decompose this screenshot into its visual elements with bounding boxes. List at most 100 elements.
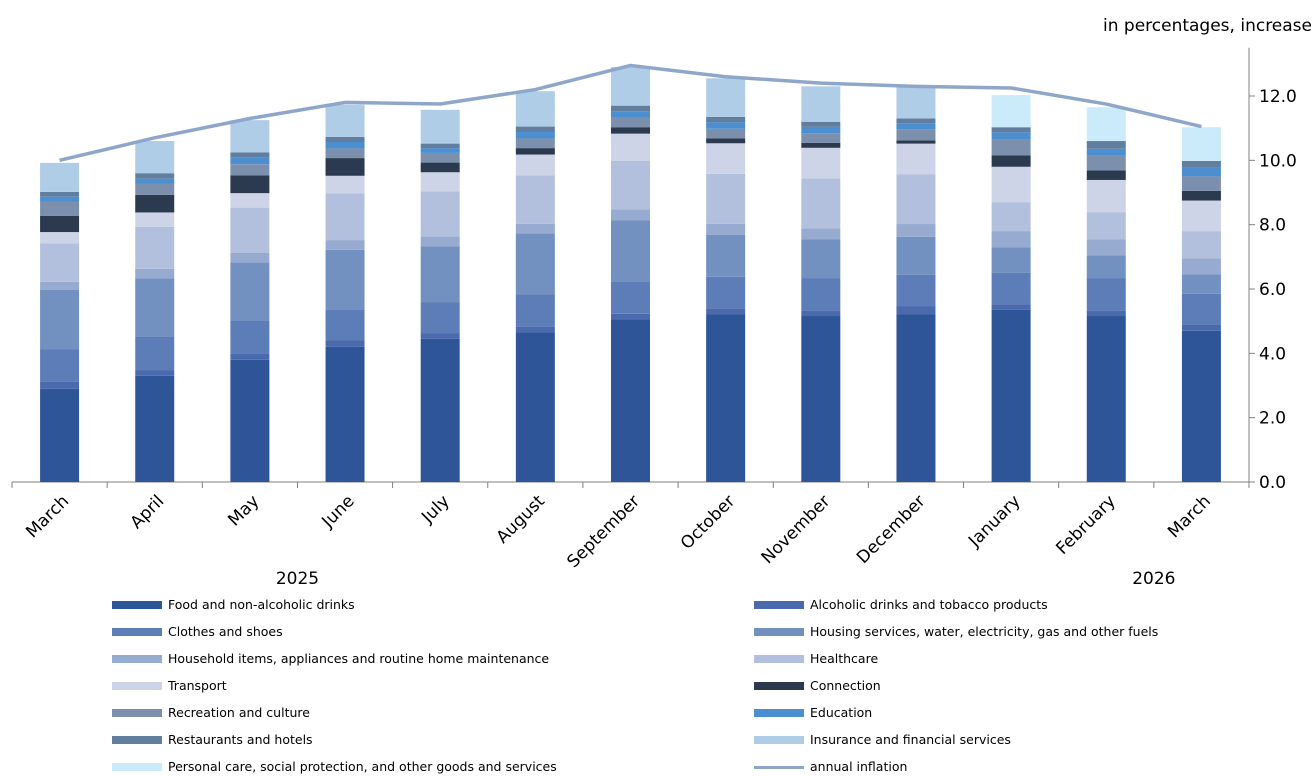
bar-segment xyxy=(896,224,936,237)
bar-segment xyxy=(1181,160,1221,168)
bar-segment xyxy=(801,316,841,482)
bar-segment xyxy=(325,104,365,137)
bar-segment xyxy=(611,117,650,128)
legend-swatch xyxy=(754,655,804,663)
bar-segment xyxy=(706,128,746,139)
bar-segment xyxy=(1181,324,1221,331)
y-tick-label: 10.0 xyxy=(1259,151,1297,171)
bar-segment xyxy=(706,308,746,315)
bar-segment xyxy=(991,166,1031,203)
y-tick-label: 2.0 xyxy=(1259,409,1286,429)
legend-label: Housing services, water, electricity, ga… xyxy=(810,624,1159,639)
bar-segment xyxy=(420,148,460,153)
bar-segment xyxy=(1181,258,1221,275)
bar-segment xyxy=(1181,167,1221,177)
bar-segment xyxy=(420,191,460,237)
bar-segment xyxy=(706,173,746,224)
bar-stack xyxy=(230,120,270,482)
legend-label: Insurance and financial services xyxy=(810,732,1011,747)
bar-segment xyxy=(991,272,1031,305)
bar-segment xyxy=(325,193,365,241)
bar-segment xyxy=(1086,155,1126,171)
bar-segment xyxy=(515,233,555,295)
bar-segment xyxy=(1181,200,1221,232)
bar-segment xyxy=(420,333,460,339)
bar-segment xyxy=(991,202,1031,232)
x-category-label: July xyxy=(417,491,453,527)
bar-segment xyxy=(896,236,936,275)
legend-label: Recreation and culture xyxy=(168,705,310,720)
legend-label: Clothes and shoes xyxy=(168,624,283,639)
x-category-label: November xyxy=(758,491,835,568)
bar-segment xyxy=(515,132,555,139)
legend-swatch xyxy=(754,682,804,690)
legend-label: Transport xyxy=(168,678,227,693)
bar-segment xyxy=(1086,179,1126,213)
bar-segment xyxy=(611,160,650,210)
legend-label: Restaurants and hotels xyxy=(168,732,313,747)
bar-segment xyxy=(706,138,746,144)
bar-segment xyxy=(991,127,1031,133)
bar-segment xyxy=(135,178,175,184)
legend-swatch xyxy=(754,628,804,636)
bar-segment xyxy=(420,172,460,192)
bar-segment xyxy=(325,340,365,347)
bar-segment xyxy=(706,234,746,277)
bar-segment xyxy=(611,319,650,482)
bar-segment xyxy=(230,353,270,360)
bar-segment xyxy=(896,143,936,175)
bar-segment xyxy=(515,223,555,234)
bar-segment xyxy=(325,240,365,250)
bar-segment xyxy=(515,126,555,133)
bar-segment xyxy=(40,232,80,244)
bar-segment xyxy=(991,309,1031,482)
bar-segment xyxy=(420,236,460,247)
bar-segment xyxy=(896,140,936,144)
bar-segment xyxy=(991,95,1031,128)
bar-segment xyxy=(801,133,841,143)
x-category-label: February xyxy=(1052,491,1119,558)
bar-segment xyxy=(230,262,270,321)
bar-segment xyxy=(420,143,460,149)
bar-segment xyxy=(515,326,555,333)
bar-segment xyxy=(135,194,175,213)
bar-stack xyxy=(991,95,1031,482)
bar-segment xyxy=(801,239,841,279)
bar-segment xyxy=(611,220,650,282)
chart-legend: Food and non-alcoholic drinks Alcoholic d… xyxy=(0,596,1316,776)
bar-segment xyxy=(230,193,270,208)
legend-label: Food and non-alcoholic drinks xyxy=(168,597,355,612)
bar-segment xyxy=(991,132,1031,140)
bar-stack xyxy=(135,141,175,482)
bar-segment xyxy=(40,388,80,482)
bar-segment xyxy=(896,118,936,124)
year-label: 2026 xyxy=(1132,569,1175,589)
bar-segment xyxy=(515,175,555,224)
bar-segment xyxy=(325,148,365,159)
bar-segment xyxy=(706,276,746,309)
bar-stack xyxy=(706,78,746,482)
bar-segment xyxy=(706,223,746,235)
legend-label: Household items, appliances and routine … xyxy=(168,651,550,666)
bar-segment xyxy=(420,246,460,303)
bar-segment xyxy=(135,141,175,174)
bar-segment xyxy=(801,310,841,317)
legend-label: Connection xyxy=(810,678,881,693)
bar-segment xyxy=(611,67,650,106)
bar-stack xyxy=(40,162,80,482)
bar-segment xyxy=(1086,141,1126,149)
legend-label: annual inflation xyxy=(810,759,908,774)
x-category-label: January xyxy=(964,491,1024,551)
bar-segment xyxy=(325,175,365,194)
bar-segment xyxy=(420,109,460,144)
bar-segment xyxy=(40,196,80,202)
bar-segment xyxy=(40,215,80,233)
bar-segment xyxy=(230,359,270,482)
bar-segment xyxy=(515,138,555,149)
bar-segment xyxy=(896,123,936,130)
bar-segment xyxy=(611,281,650,314)
bar-segment xyxy=(1181,231,1221,259)
x-category-label: October xyxy=(677,491,739,553)
bar-segment xyxy=(1181,127,1221,161)
x-category-label: May xyxy=(224,491,263,530)
